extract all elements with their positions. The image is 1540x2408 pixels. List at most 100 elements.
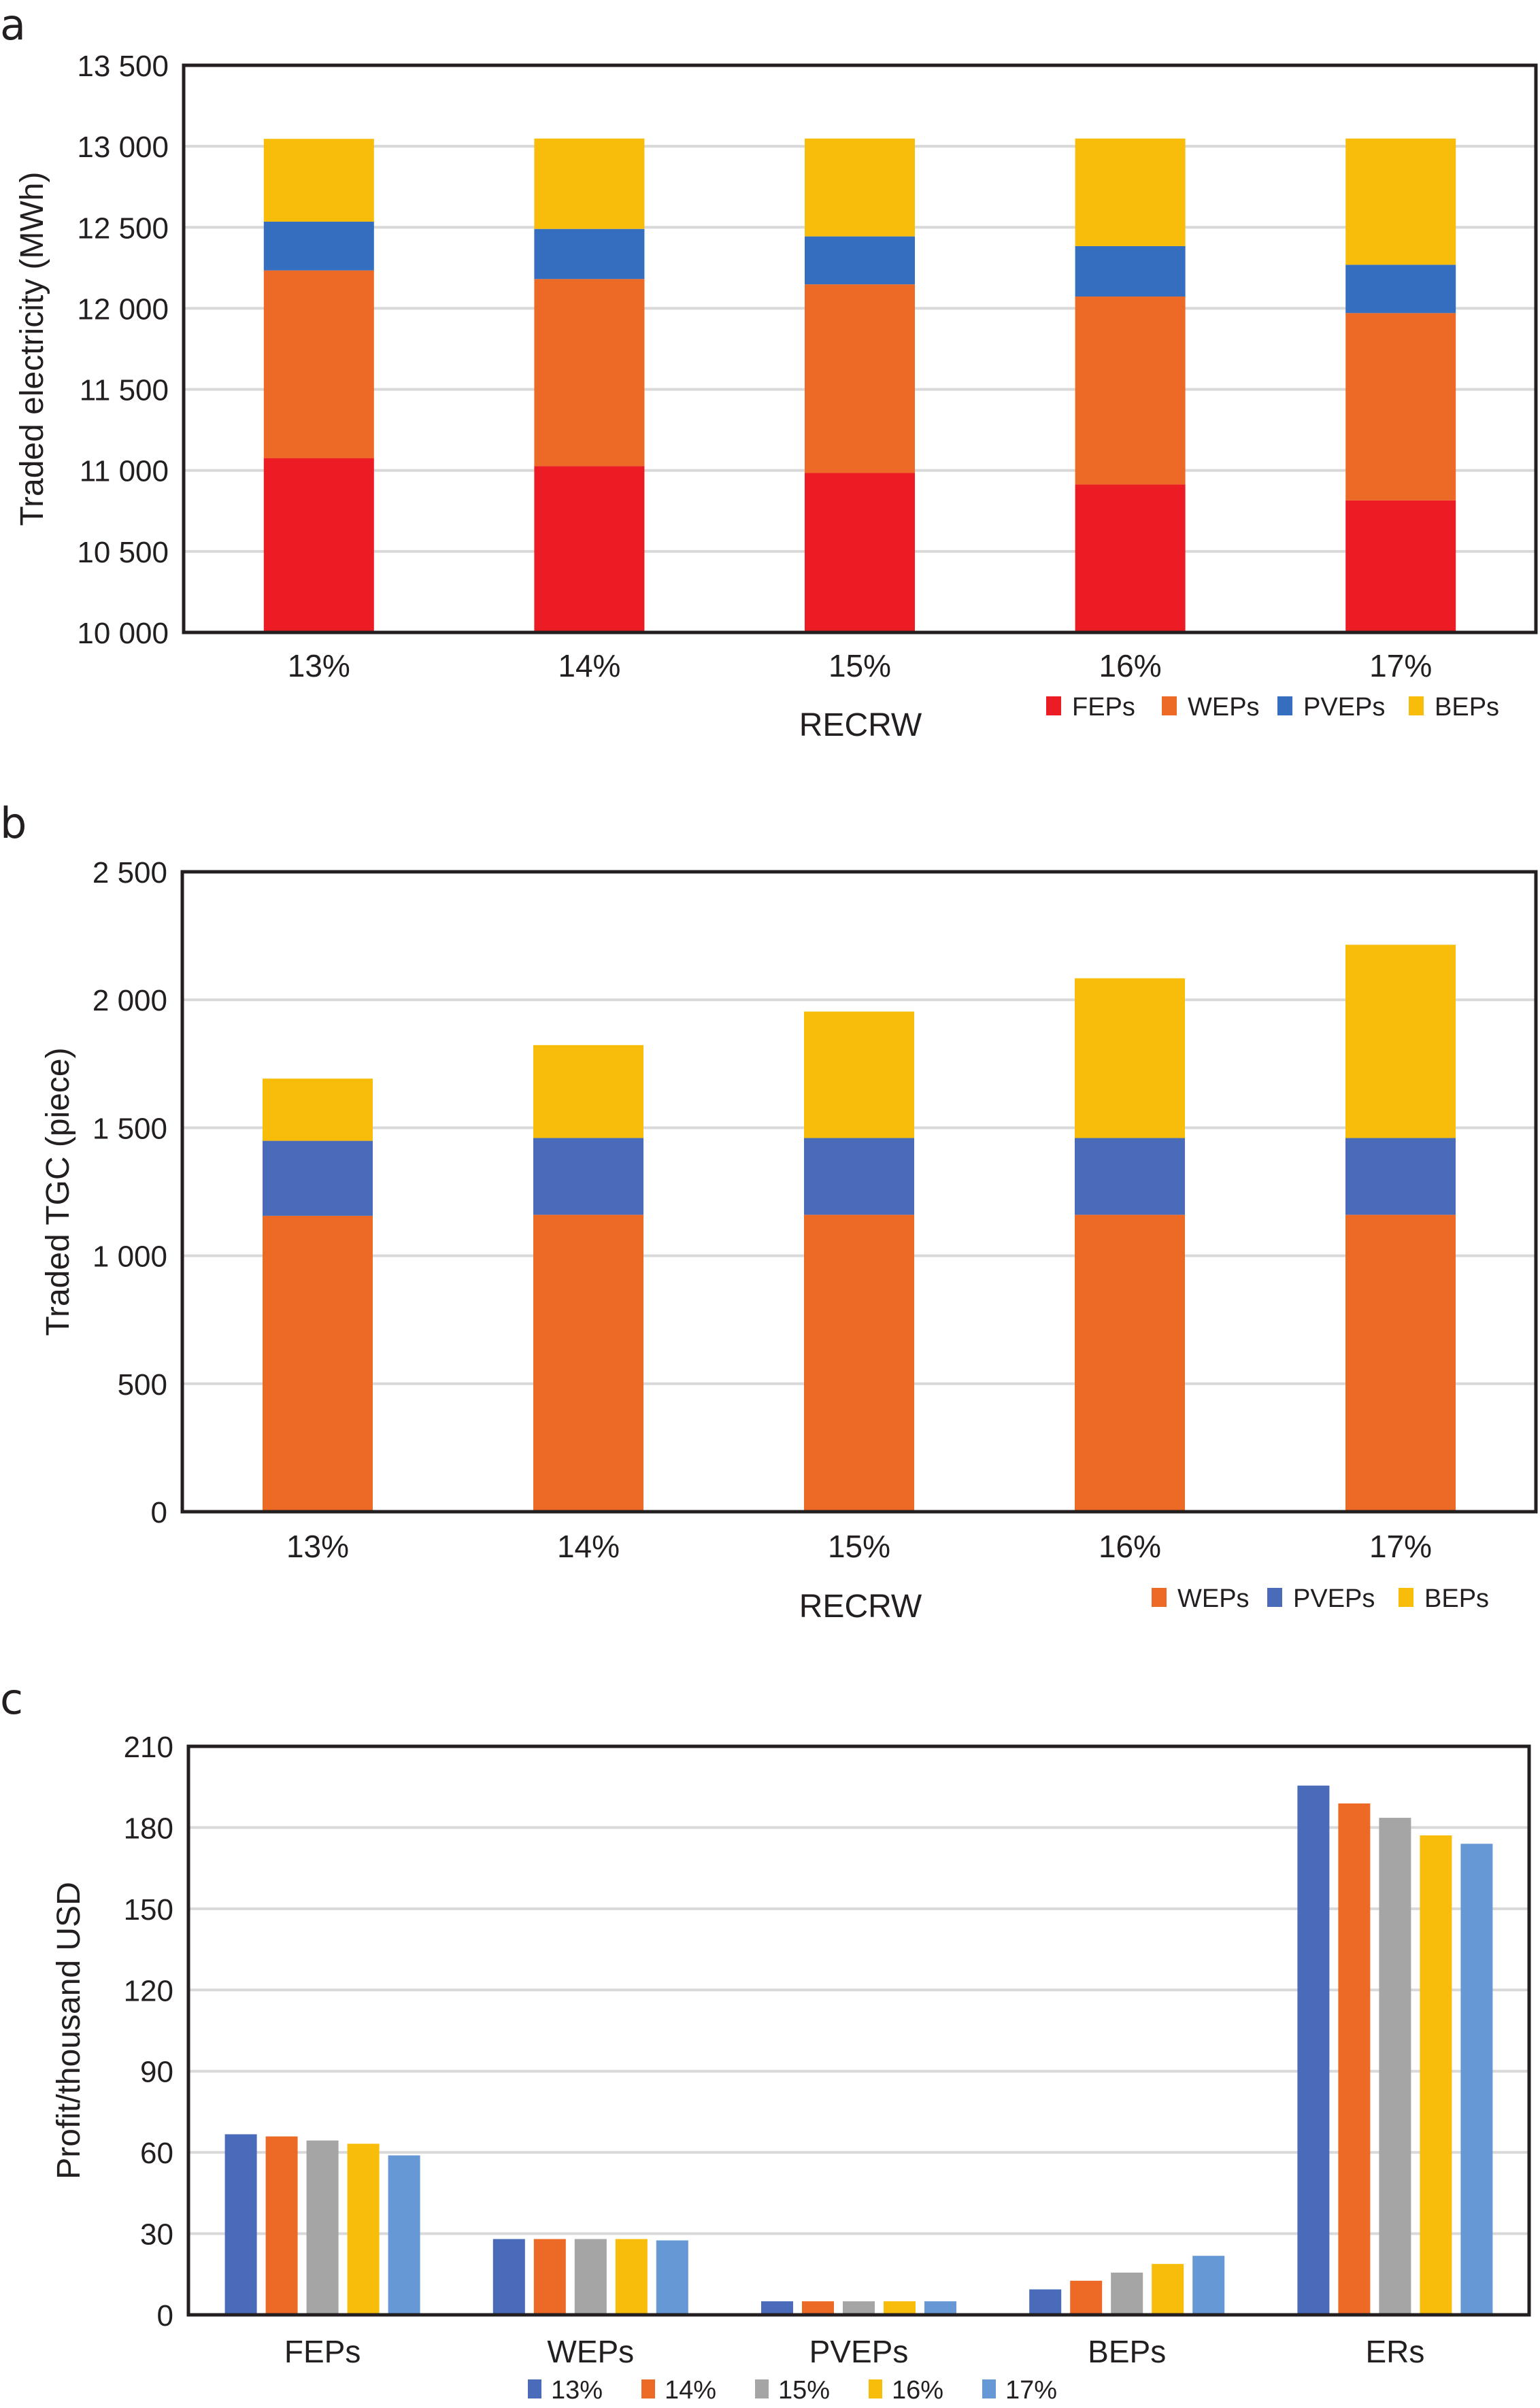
plot-frame bbox=[180, 870, 1538, 1514]
legend-swatch-17pct bbox=[982, 2379, 996, 2398]
bar-beps-15pct bbox=[1111, 2272, 1143, 2315]
legend-swatch-weps bbox=[1162, 696, 1177, 715]
x-tick-label: 13% bbox=[288, 648, 350, 683]
bar-segment-pveps-17pct bbox=[1345, 1138, 1456, 1215]
bar-segment-feps-16pct bbox=[1075, 484, 1186, 632]
bars bbox=[263, 945, 1456, 1512]
legend-label-15pct: 15% bbox=[778, 2376, 830, 2405]
x-tick-label: WEPs bbox=[547, 2334, 634, 2369]
bar-segment-weps-16pct bbox=[1075, 296, 1186, 485]
legend-swatch-16pct bbox=[869, 2379, 882, 2398]
y-tick-label: 90 bbox=[140, 2056, 173, 2089]
bars bbox=[263, 138, 1456, 632]
y-tick-label: 0 bbox=[151, 1496, 167, 1529]
x-tick-label: 15% bbox=[828, 1529, 890, 1564]
bar-segment-beps-13pct bbox=[263, 139, 374, 222]
panel-label-b: b bbox=[0, 798, 27, 848]
bar-segment-beps-14pct bbox=[533, 1045, 643, 1138]
bar-segment-beps-16pct bbox=[1075, 138, 1186, 246]
y-tick-label: 11 500 bbox=[80, 374, 169, 407]
legend-label-16pct: 16% bbox=[892, 2376, 943, 2405]
x-tick-label: 17% bbox=[1369, 648, 1432, 683]
panel-a-stacked-electricity-chart: a 10 000 10 500 11 000 11 500 12 000 12 500 13… bbox=[0, 0, 1538, 743]
bar-segment-weps-16pct bbox=[1075, 1215, 1185, 1512]
bar-segment-weps-14pct bbox=[533, 1215, 643, 1512]
bar-weps-13pct bbox=[492, 2239, 525, 2315]
bars bbox=[224, 1785, 1493, 2315]
x-tick-label: 14% bbox=[558, 648, 620, 683]
legend-swatch-weps bbox=[1152, 1588, 1167, 1607]
y-tick-label: 500 bbox=[118, 1368, 167, 1402]
bar-pveps-15pct bbox=[843, 2301, 875, 2315]
bar-ers-17pct bbox=[1460, 1844, 1493, 2315]
bar-segment-pveps-17pct bbox=[1345, 265, 1456, 313]
y-tick-label: 2 500 bbox=[93, 856, 167, 889]
x-tick-labels: 13% 14% 15% 16% 17% bbox=[286, 1529, 1432, 1564]
y-tick-label: 0 bbox=[157, 2299, 173, 2333]
bar-beps-13pct bbox=[1029, 2289, 1062, 2315]
x-tick-labels: FEPs WEPs PVEPs BEPs ERs bbox=[284, 2334, 1424, 2369]
legend-swatch-14pct bbox=[641, 2379, 655, 2398]
bar-beps-16pct bbox=[1152, 2264, 1184, 2315]
bar-beps-14pct bbox=[1070, 2280, 1103, 2315]
y-tick-label: 180 bbox=[124, 1812, 173, 1845]
x-axis-title: RECRW bbox=[799, 707, 922, 743]
panel-label-c: c bbox=[0, 1674, 23, 1724]
x-tick-labels: 13% 14% 15% 16% 17% bbox=[288, 648, 1432, 683]
y-axis-title: Traded electricity (MWh) bbox=[14, 172, 50, 526]
bar-weps-17pct bbox=[656, 2240, 688, 2315]
x-axis-title: RECRW bbox=[799, 1589, 922, 1625]
bar-segment-weps-15pct bbox=[804, 1215, 914, 1512]
y-tick-labels: 0 30 60 90 120 150 180 210 bbox=[124, 1731, 173, 2333]
bar-segment-pveps-13pct bbox=[263, 221, 374, 271]
y-tick-label: 150 bbox=[124, 1893, 173, 1927]
bar-segment-beps-14pct bbox=[534, 138, 645, 229]
bar-segment-feps-13pct bbox=[263, 458, 374, 632]
y-tick-label: 11 000 bbox=[80, 455, 169, 488]
x-tick-label: 16% bbox=[1099, 1529, 1161, 1564]
y-axis-title: Profit/thousand USD bbox=[51, 1882, 87, 2180]
bar-segment-pveps-16pct bbox=[1075, 245, 1186, 297]
bar-segment-pveps-14pct bbox=[534, 228, 645, 279]
legend-label-pveps: PVEPs bbox=[1303, 693, 1385, 722]
legend-label-beps: BEPs bbox=[1435, 693, 1499, 722]
legend-label-weps: WEPs bbox=[1177, 1584, 1250, 1613]
legend-label-17pct: 17% bbox=[1005, 2376, 1057, 2405]
bar-segment-beps-15pct bbox=[804, 1011, 914, 1138]
bar-weps-16pct bbox=[615, 2239, 648, 2315]
plot-frame bbox=[186, 1744, 1531, 2317]
y-tick-label: 12 500 bbox=[77, 211, 169, 245]
bar-weps-14pct bbox=[533, 2239, 566, 2315]
bar-feps-13pct bbox=[224, 2134, 257, 2315]
bar-pveps-14pct bbox=[802, 2301, 834, 2315]
legend-label-13pct: 13% bbox=[551, 2376, 603, 2405]
legend: FEPs WEPs PVEPs BEPs bbox=[1046, 693, 1499, 722]
bar-segment-feps-14pct bbox=[534, 466, 645, 632]
bar-segment-beps-16pct bbox=[1075, 978, 1185, 1138]
bar-segment-pveps-14pct bbox=[533, 1138, 643, 1215]
bar-feps-14pct bbox=[265, 2136, 298, 2315]
bar-feps-15pct bbox=[306, 2140, 339, 2315]
bar-segment-weps-15pct bbox=[805, 284, 915, 473]
y-tick-label: 30 bbox=[140, 2218, 173, 2252]
y-tick-label: 60 bbox=[140, 2137, 173, 2170]
bar-segment-pveps-16pct bbox=[1075, 1138, 1185, 1215]
y-tick-labels: 10 000 10 500 11 000 11 500 12 000 12 500 13 0… bbox=[77, 50, 169, 650]
legend: 13% 14% 15% 16% 17% bbox=[528, 2376, 1057, 2405]
y-tick-label: 210 bbox=[124, 1731, 173, 1764]
bar-ers-15pct bbox=[1379, 1818, 1411, 2315]
bar-segment-weps-17pct bbox=[1345, 1215, 1456, 1512]
bar-feps-17pct bbox=[388, 2155, 420, 2315]
x-tick-label: 15% bbox=[828, 648, 891, 683]
bar-segment-weps-17pct bbox=[1345, 313, 1456, 501]
legend-swatch-15pct bbox=[755, 2379, 769, 2398]
bar-segment-weps-13pct bbox=[263, 270, 374, 458]
bar-segment-beps-15pct bbox=[805, 138, 915, 237]
bar-feps-16pct bbox=[347, 2143, 380, 2315]
bar-segment-feps-15pct bbox=[805, 473, 915, 632]
bar-weps-15pct bbox=[574, 2239, 607, 2315]
y-tick-label: 13 500 bbox=[77, 50, 169, 83]
bar-segment-beps-17pct bbox=[1345, 138, 1456, 265]
x-tick-label: ERs bbox=[1365, 2334, 1424, 2369]
